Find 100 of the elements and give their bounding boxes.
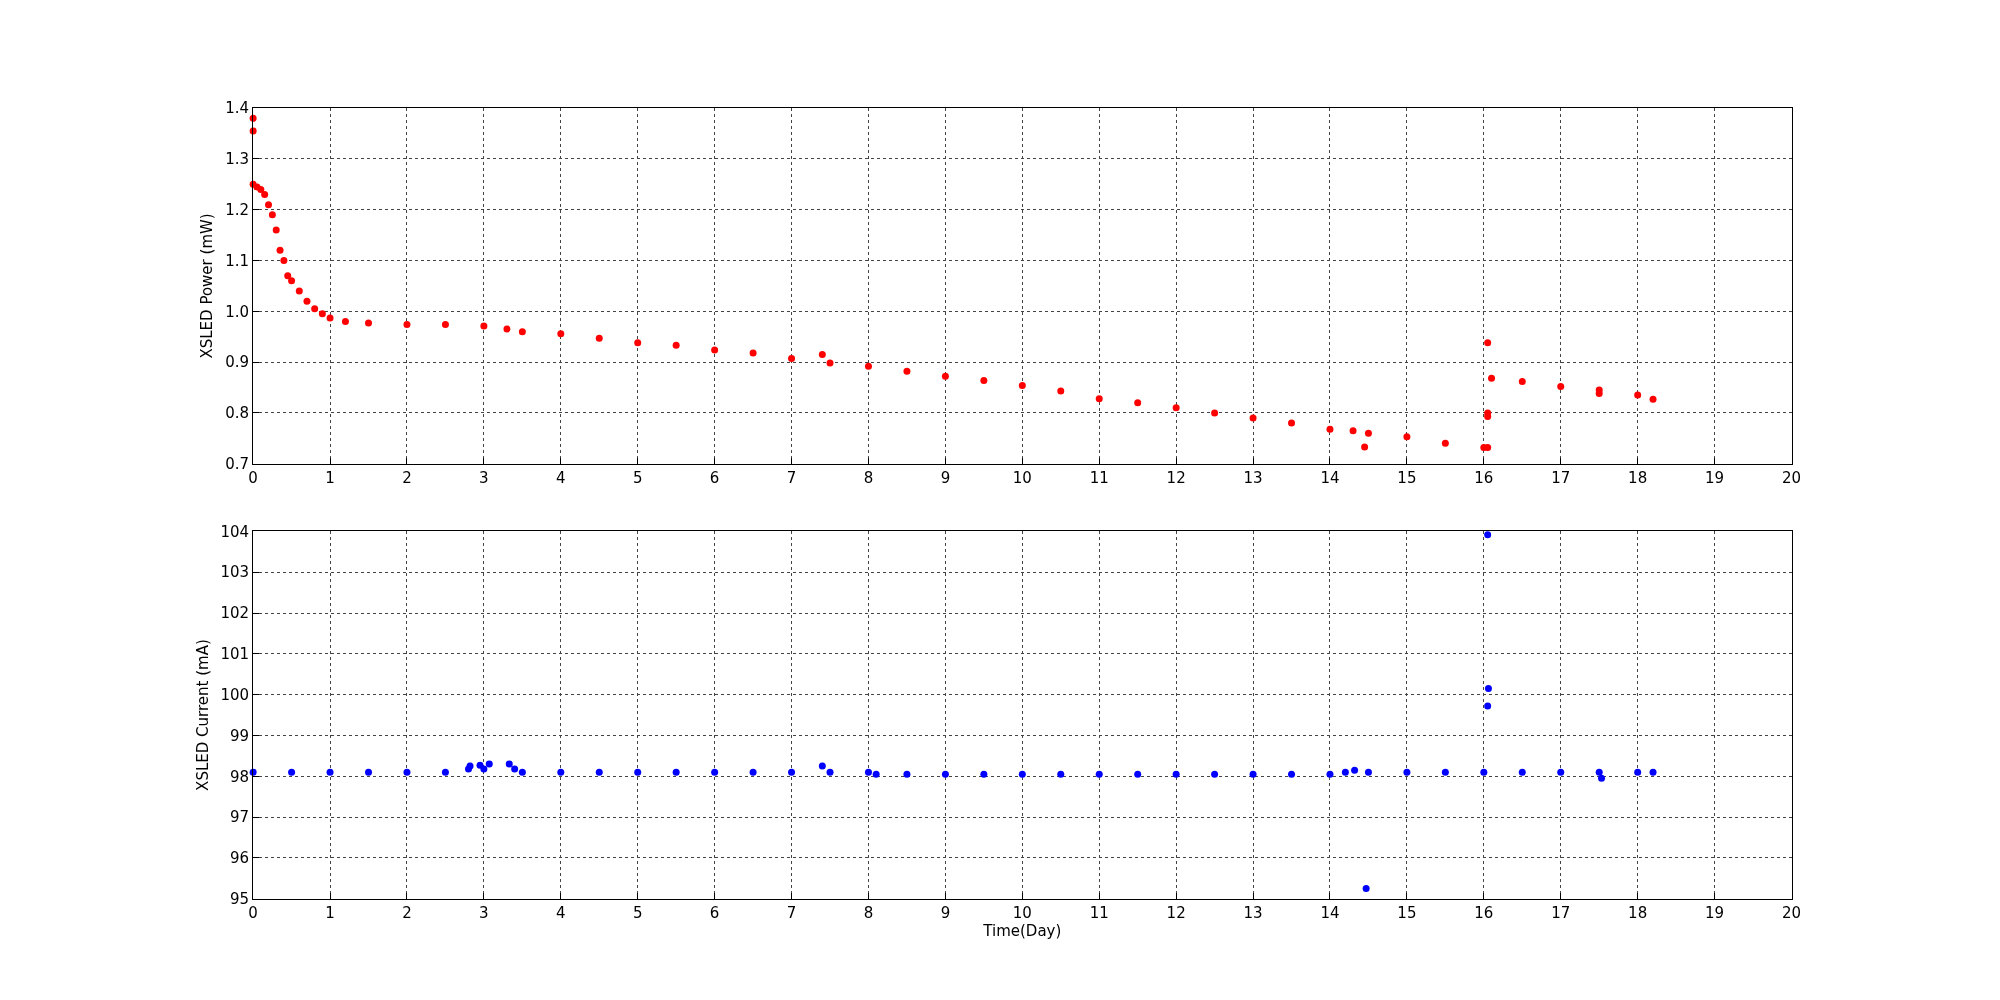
- point: [1484, 702, 1492, 710]
- x-tick-label: 0: [248, 903, 258, 922]
- point: [1595, 768, 1603, 776]
- x-tick-label: 9: [940, 903, 951, 922]
- point: [1362, 884, 1370, 892]
- point: [826, 768, 834, 776]
- x-tick-label: 2: [402, 468, 412, 487]
- y-tick-label: 102: [220, 604, 250, 623]
- point: [1484, 685, 1492, 693]
- point: [1249, 770, 1257, 778]
- point: [476, 761, 484, 769]
- x-tick-label: 14: [1320, 468, 1340, 487]
- point: [485, 760, 493, 768]
- x-tick-label: 13: [1243, 903, 1263, 922]
- x-tick-label: 11: [1089, 468, 1109, 487]
- x-tick-label: 3: [479, 468, 489, 487]
- x-tick-label: 11: [1089, 903, 1109, 922]
- point: [864, 768, 872, 776]
- point: [403, 768, 411, 776]
- point: [505, 760, 513, 768]
- x-tick-label: 20: [1781, 903, 1802, 922]
- point: [1172, 770, 1180, 778]
- point: [1518, 768, 1526, 776]
- y-tick-label: 1.2: [225, 201, 250, 219]
- x-tick-label: 5: [632, 468, 643, 487]
- y-tick-label: 95: [229, 889, 250, 908]
- point: [1134, 770, 1142, 778]
- point: [1326, 770, 1334, 778]
- y-tick-label: 97: [229, 808, 250, 827]
- y-tick-label: 101: [220, 645, 250, 664]
- y-tick-label: 1.0: [225, 302, 250, 321]
- point: [1484, 531, 1492, 539]
- point: [634, 768, 642, 776]
- point: [1211, 770, 1219, 778]
- x-tick-label: 3: [479, 903, 489, 922]
- x-tick-label: 10: [1012, 468, 1032, 487]
- point: [1018, 770, 1026, 778]
- point: [1441, 768, 1449, 776]
- point: [511, 765, 519, 773]
- y-axis-title: XSLED Current (mA): [193, 639, 212, 791]
- point: [941, 770, 949, 778]
- x-tick-label: 20: [1781, 468, 1802, 487]
- point: [1403, 768, 1411, 776]
- x-tick-label: 16: [1474, 468, 1494, 487]
- point: [818, 762, 826, 770]
- x-tick-label: 13: [1243, 468, 1263, 487]
- y-tick-label: 96: [229, 849, 250, 868]
- x-tick-label: 1: [325, 468, 335, 487]
- x-tick-label: 5: [632, 903, 643, 922]
- x-tick-label: 12: [1166, 468, 1186, 487]
- point: [1341, 768, 1349, 776]
- x-tick-label: 0: [248, 468, 258, 487]
- x-tick-label: 18: [1628, 903, 1648, 922]
- y-tick-label: 1.4: [225, 99, 250, 118]
- point: [1364, 768, 1372, 776]
- x-tick-label: 18: [1628, 468, 1648, 487]
- y-tick-label: 0.9: [225, 353, 250, 372]
- point: [1057, 770, 1065, 778]
- point: [1351, 766, 1359, 774]
- point: [980, 770, 988, 778]
- x-tick-label: 15: [1397, 903, 1417, 922]
- x-tick-label: 14: [1320, 903, 1340, 922]
- x-tick-label: 17: [1551, 468, 1571, 487]
- x-tick-label: 6: [709, 468, 720, 487]
- point: [1649, 768, 1657, 776]
- x-tick-label: 4: [556, 468, 566, 487]
- x-tick-label: 7: [786, 468, 797, 487]
- x-axis-title: Time(Day): [982, 921, 1062, 940]
- point: [1095, 770, 1103, 778]
- x-tick-label: 8: [863, 903, 874, 922]
- y-tick-label: 103: [220, 563, 250, 582]
- y-tick-label: 1.1: [225, 251, 250, 270]
- point: [788, 768, 796, 776]
- y-tick-label: 0.7: [225, 454, 250, 473]
- point: [903, 770, 911, 778]
- x-tick-label: 19: [1705, 468, 1725, 487]
- point: [288, 768, 296, 776]
- y-tick-label: 100: [220, 685, 250, 704]
- point: [1288, 770, 1296, 778]
- x-tick-label: 16: [1474, 903, 1494, 922]
- point: [557, 768, 565, 776]
- point: [1557, 768, 1565, 776]
- point: [441, 768, 449, 776]
- point: [711, 768, 719, 776]
- x-tick-label: 4: [556, 903, 566, 922]
- x-tick-label: 6: [709, 903, 720, 922]
- point: [672, 768, 680, 776]
- x-tick-label: 19: [1705, 903, 1725, 922]
- x-tick-label: 17: [1551, 903, 1571, 922]
- x-tick-label: 2: [402, 903, 412, 922]
- point: [1598, 774, 1606, 782]
- x-tick-label: 1: [325, 903, 335, 922]
- x-tick-label: 9: [940, 468, 951, 487]
- x-tick-label: 12: [1166, 903, 1186, 922]
- x-tick-label: 10: [1012, 903, 1032, 922]
- point: [326, 768, 334, 776]
- y-tick-label: 98: [229, 767, 250, 786]
- y-axis-title: XSLED Power (mW): [198, 213, 217, 359]
- point: [365, 768, 372, 776]
- x-tick-label: 15: [1397, 468, 1417, 487]
